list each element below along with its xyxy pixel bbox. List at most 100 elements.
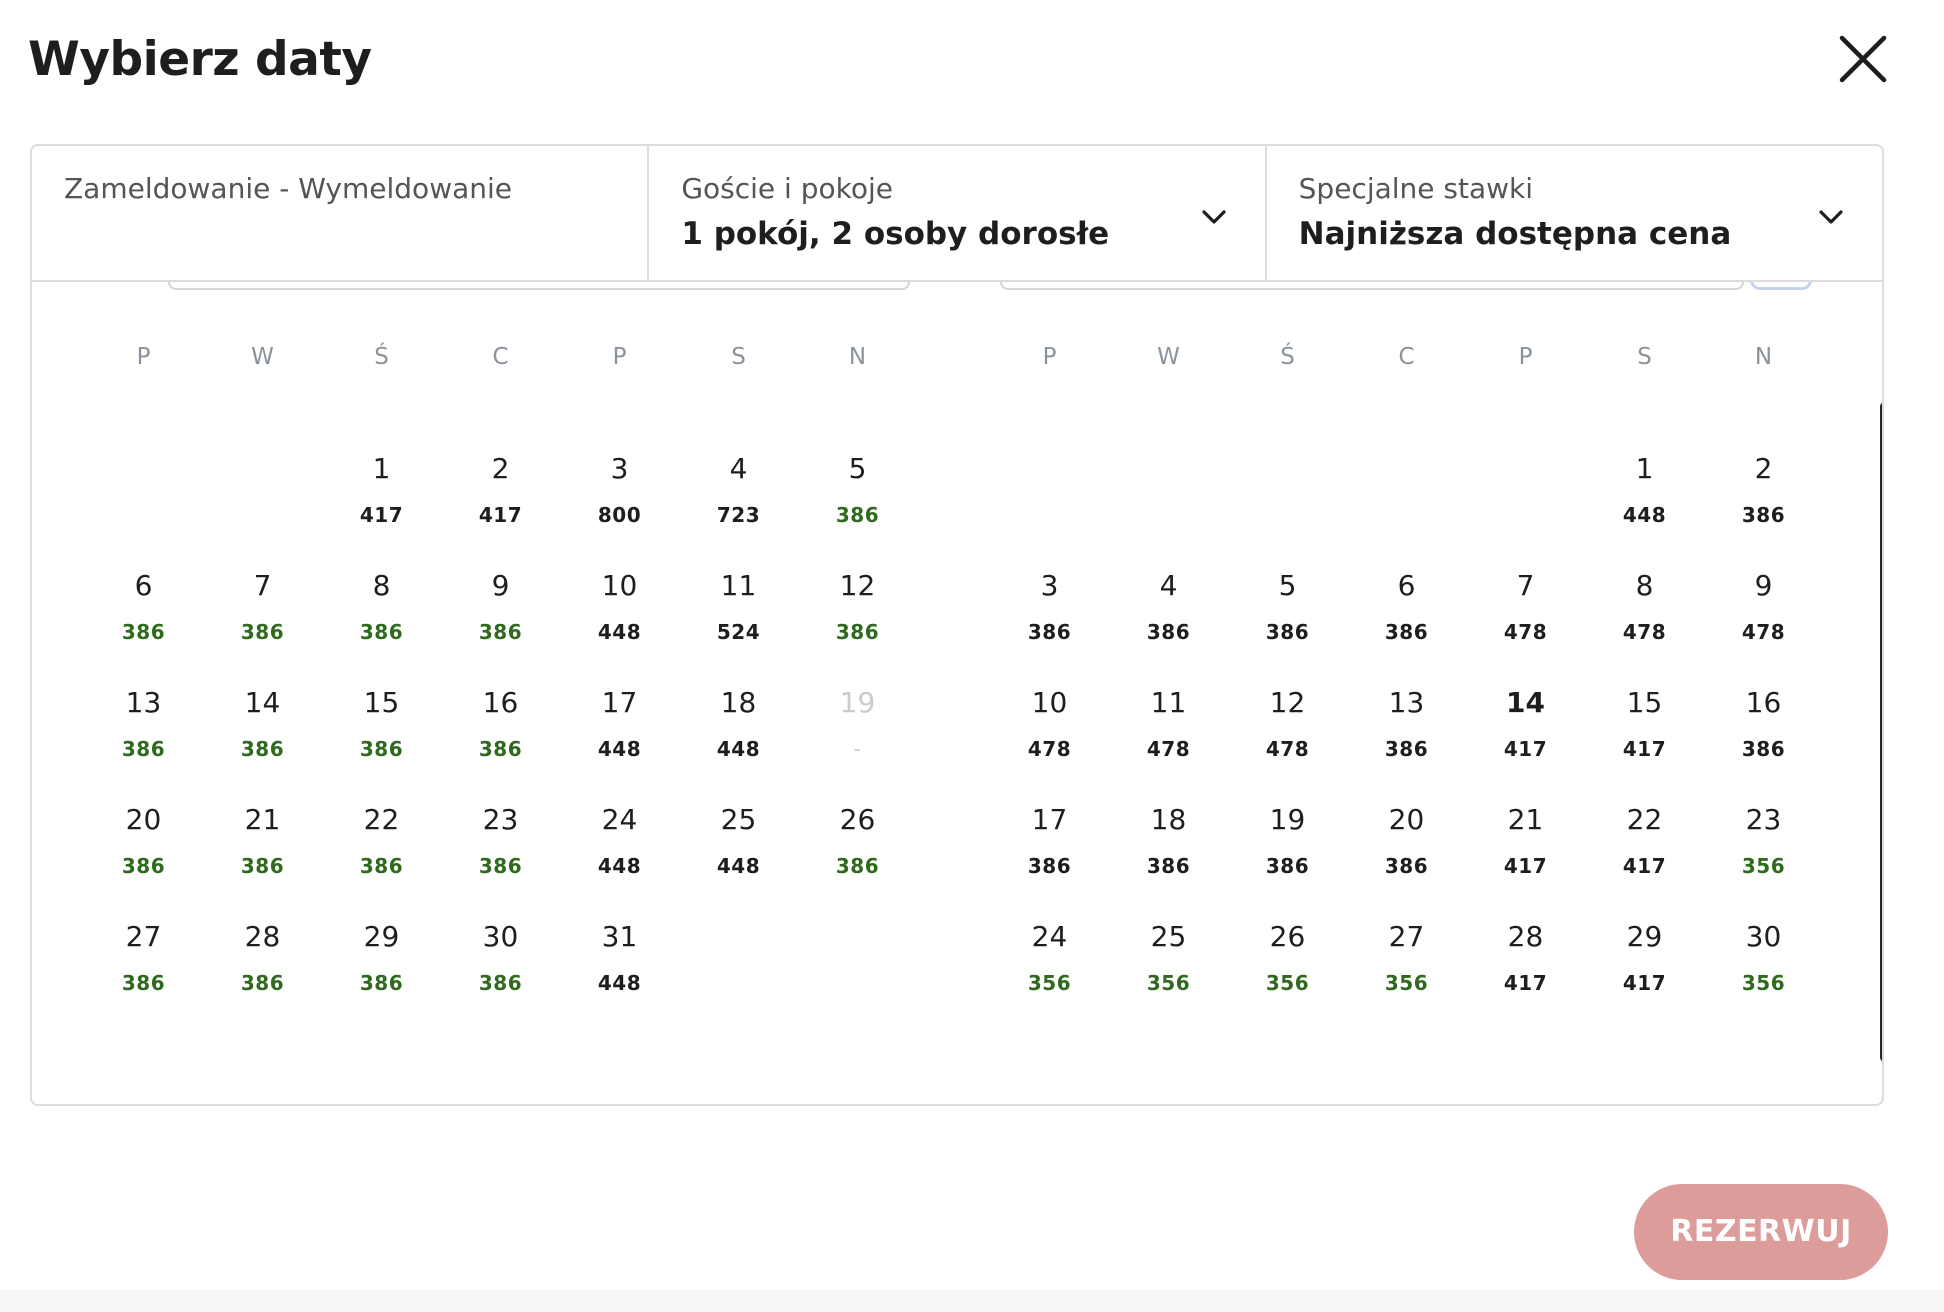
day-cell[interactable]: 2 417: [441, 452, 560, 569]
day-cell[interactable]: 23 356: [1704, 803, 1823, 920]
rates-field[interactable]: Specjalne stawki Najniższa dostępna cena: [1267, 146, 1882, 280]
guests-value: 1 pokój, 2 osoby dorosłe: [681, 216, 1110, 252]
day-cell[interactable]: 13 386: [1347, 686, 1466, 803]
day-cell[interactable]: 22 417: [1585, 803, 1704, 920]
day-cell[interactable]: 17 386: [990, 803, 1109, 920]
day-cell[interactable]: 5 386: [1228, 569, 1347, 686]
day-price: 386: [1384, 737, 1429, 761]
day-price: 448: [597, 620, 642, 644]
day-price: 386: [240, 620, 285, 644]
day-cell[interactable]: 3 800: [560, 452, 679, 569]
day-cell[interactable]: 17 448: [560, 686, 679, 803]
chevron-down-icon: [1819, 210, 1843, 224]
day-cell[interactable]: 26 386: [798, 803, 917, 920]
day-cell[interactable]: 11 524: [679, 569, 798, 686]
day-cell[interactable]: 12 386: [798, 569, 917, 686]
day-number: 14: [1506, 686, 1545, 719]
day-cell[interactable]: 21 417: [1466, 803, 1585, 920]
day-price: 356: [1741, 971, 1786, 995]
day-cell[interactable]: 6 386: [1347, 569, 1466, 686]
day-price: 386: [359, 737, 404, 761]
day-cell[interactable]: 8 478: [1585, 569, 1704, 686]
day-cell[interactable]: 6 386: [84, 569, 203, 686]
day-cell[interactable]: 29 386: [322, 920, 441, 1037]
calendar-scrollbar[interactable]: [1880, 402, 1882, 1062]
day-cell[interactable]: 21 386: [203, 803, 322, 920]
book-button[interactable]: REZERWUJ: [1634, 1184, 1888, 1280]
day-cell[interactable]: 30 386: [441, 920, 560, 1037]
day-cell[interactable]: 16 386: [1704, 686, 1823, 803]
day-cell[interactable]: 31 448: [560, 920, 679, 1037]
day-price: 386: [478, 971, 523, 995]
day-price: 417: [359, 503, 404, 527]
day-cell[interactable]: 23 386: [441, 803, 560, 920]
day-price: 448: [597, 854, 642, 878]
day-cell[interactable]: 25 448: [679, 803, 798, 920]
day-cell[interactable]: 22 386: [322, 803, 441, 920]
day-cell[interactable]: 24 356: [990, 920, 1109, 1037]
day-price: 386: [1027, 854, 1072, 878]
day-cell[interactable]: 11 478: [1109, 686, 1228, 803]
day-cell[interactable]: 24 448: [560, 803, 679, 920]
day-number: 28: [1507, 920, 1544, 953]
day-cell[interactable]: 20 386: [84, 803, 203, 920]
day-price: 417: [1503, 971, 1548, 995]
day-cell[interactable]: 19 386: [1228, 803, 1347, 920]
day-cell[interactable]: 25 356: [1109, 920, 1228, 1037]
guests-field[interactable]: Goście i pokoje 1 pokój, 2 osoby dorosłe: [649, 146, 1267, 280]
day-cell[interactable]: 26 356: [1228, 920, 1347, 1037]
day-cell[interactable]: 14 417: [1466, 686, 1585, 803]
day-cell[interactable]: 2 386: [1704, 452, 1823, 569]
day-cell[interactable]: 30 356: [1704, 920, 1823, 1037]
day-cell[interactable]: 28 386: [203, 920, 322, 1037]
day-cell-empty: [203, 452, 322, 569]
day-cell[interactable]: 7 386: [203, 569, 322, 686]
day-price: 448: [716, 854, 761, 878]
day-cell[interactable]: 3 386: [990, 569, 1109, 686]
day-cell[interactable]: 14 386: [203, 686, 322, 803]
day-cell[interactable]: 9 478: [1704, 569, 1823, 686]
day-cell[interactable]: 18 448: [679, 686, 798, 803]
day-cell[interactable]: 4 723: [679, 452, 798, 569]
day-cell[interactable]: 10 478: [990, 686, 1109, 803]
day-cell[interactable]: 20 386: [1347, 803, 1466, 920]
day-cell[interactable]: 18 386: [1109, 803, 1228, 920]
day-number: 24: [1031, 920, 1068, 953]
dates-field[interactable]: Zameldowanie - Wymeldowanie: [32, 146, 650, 280]
weekday-label: Ś: [374, 344, 389, 370]
day-price: 386: [835, 854, 880, 878]
day-number: 21: [244, 803, 281, 836]
day-cell[interactable]: 29 417: [1585, 920, 1704, 1037]
day-price: 386: [1265, 854, 1310, 878]
day-cell[interactable]: 27 386: [84, 920, 203, 1037]
day-cell[interactable]: 12 478: [1228, 686, 1347, 803]
day-number: 29: [1626, 920, 1663, 953]
day-number: 6: [1397, 569, 1416, 602]
day-cell[interactable]: 1 417: [322, 452, 441, 569]
day-cell[interactable]: 8 386: [322, 569, 441, 686]
day-cell[interactable]: 15 417: [1585, 686, 1704, 803]
day-cell[interactable]: 5 386: [798, 452, 917, 569]
day-cell[interactable]: 27 356: [1347, 920, 1466, 1037]
day-cell[interactable]: 15 386: [322, 686, 441, 803]
day-number: 4: [729, 452, 748, 485]
day-cell[interactable]: 13 386: [84, 686, 203, 803]
day-price: 386: [478, 737, 523, 761]
day-number: 27: [125, 920, 162, 953]
day-price: 478: [1503, 620, 1548, 644]
weekday-label: S: [1637, 344, 1652, 370]
day-number: 23: [1745, 803, 1782, 836]
day-number: 17: [1031, 803, 1068, 836]
close-button[interactable]: [1838, 34, 1888, 84]
day-cell[interactable]: 16 386: [441, 686, 560, 803]
day-number: 31: [601, 920, 638, 953]
day-cell[interactable]: 9 386: [441, 569, 560, 686]
day-cell[interactable]: 4 386: [1109, 569, 1228, 686]
day-cell[interactable]: 28 417: [1466, 920, 1585, 1037]
weekday-label: W: [1157, 344, 1180, 370]
day-cell[interactable]: 7 478: [1466, 569, 1585, 686]
day-cell[interactable]: 10 448: [560, 569, 679, 686]
day-price: 386: [121, 620, 166, 644]
day-cell[interactable]: 1 448: [1585, 452, 1704, 569]
